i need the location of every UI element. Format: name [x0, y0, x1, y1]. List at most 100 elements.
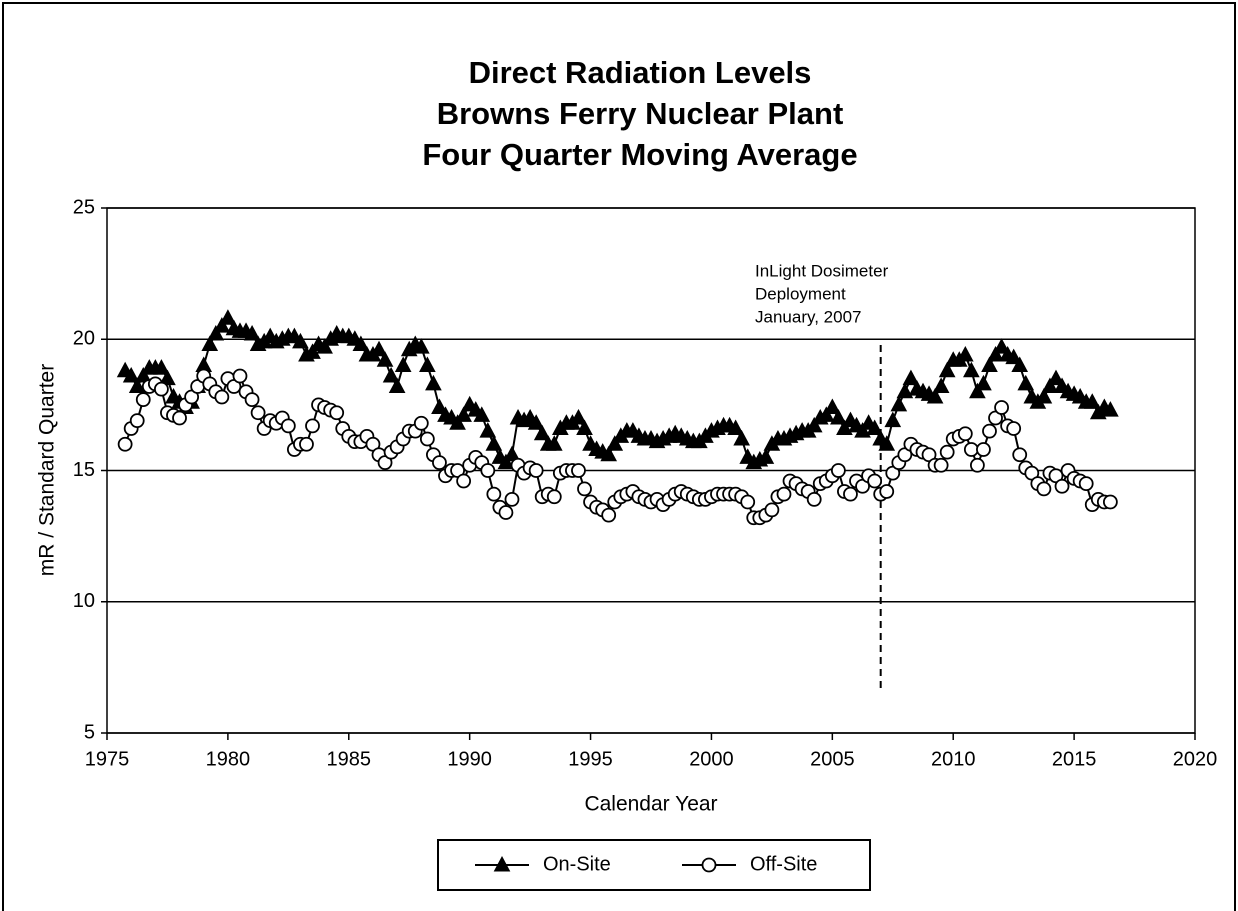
marker — [938, 361, 956, 378]
chart-title: Direct Radiation Levels — [469, 55, 812, 90]
y-tick-label: 20 — [73, 328, 95, 350]
marker — [932, 377, 950, 393]
marker — [122, 366, 140, 383]
marker — [993, 338, 1010, 354]
marker — [957, 426, 973, 442]
y-axis-title: mR / Standard Quarter — [36, 364, 59, 576]
marker — [527, 414, 545, 430]
marker — [970, 457, 985, 473]
marker — [1005, 348, 1023, 365]
marker — [975, 374, 992, 391]
x-tick-label: 1985 — [327, 748, 372, 770]
marker — [232, 368, 248, 384]
y-tick-label: 25 — [73, 196, 95, 218]
marker — [394, 356, 412, 372]
x-tick-label: 1990 — [447, 748, 492, 770]
marker — [244, 392, 260, 408]
marker — [280, 418, 296, 434]
marker — [956, 345, 974, 362]
marker — [981, 356, 998, 372]
marker — [498, 505, 514, 520]
marker — [1041, 377, 1059, 393]
marker — [1017, 374, 1035, 391]
marker — [497, 453, 515, 470]
marker — [455, 406, 472, 422]
marker — [305, 418, 320, 434]
marker — [432, 455, 447, 471]
marker — [976, 442, 991, 457]
marker — [878, 435, 896, 451]
marker — [571, 463, 586, 478]
legend-label: Off-Site — [750, 853, 817, 875]
marker — [963, 442, 979, 457]
marker — [316, 338, 333, 354]
marker — [376, 351, 394, 367]
marker — [577, 481, 592, 497]
x-tick-label: 2005 — [810, 748, 855, 770]
marker — [243, 324, 261, 341]
marker — [546, 489, 562, 505]
marker — [866, 419, 883, 435]
marker — [606, 435, 624, 451]
marker — [817, 406, 835, 422]
y-tick-label: 5 — [84, 721, 95, 743]
marker — [896, 382, 914, 399]
marker — [806, 491, 822, 507]
x-tick-label: 2010 — [931, 748, 976, 770]
marker — [570, 408, 587, 425]
marker — [413, 415, 429, 431]
chart-title: Browns Ferry Nuclear Plant — [437, 96, 844, 131]
marker — [425, 374, 442, 391]
marker — [576, 419, 593, 435]
marker — [250, 405, 266, 421]
x-tick-label: 1975 — [85, 748, 130, 770]
marker — [449, 414, 466, 430]
x-tick-label: 2020 — [1173, 748, 1218, 770]
marker — [219, 309, 237, 325]
marker — [1102, 401, 1119, 417]
legend-label: On-Site — [543, 853, 611, 875]
marker — [172, 410, 187, 426]
marker — [128, 377, 146, 393]
annotation-text: InLight Dosimeter — [755, 261, 889, 280]
x-tick-label: 2000 — [689, 748, 734, 770]
marker — [740, 494, 756, 510]
marker — [776, 486, 792, 502]
x-axis-title: Calendar Year — [584, 793, 717, 816]
marker — [805, 416, 823, 433]
marker — [479, 422, 497, 438]
marker — [485, 435, 503, 451]
marker — [382, 366, 400, 383]
marker — [764, 502, 780, 518]
legend-marker — [493, 855, 511, 872]
marker — [207, 324, 225, 341]
marker — [836, 419, 853, 435]
marker — [987, 345, 1004, 362]
y-tick-label: 15 — [73, 459, 95, 481]
marker — [830, 408, 847, 425]
marker — [733, 429, 751, 446]
annotation-text: Deployment — [755, 284, 846, 303]
marker — [388, 377, 406, 393]
marker — [933, 457, 949, 473]
annotation-text: January, 2007 — [755, 307, 861, 326]
marker — [412, 338, 430, 354]
marker — [830, 463, 846, 478]
marker — [600, 445, 618, 462]
marker — [473, 406, 491, 422]
marker — [879, 484, 895, 499]
marker — [994, 400, 1009, 415]
marker — [419, 356, 436, 372]
marker — [1054, 478, 1070, 494]
marker — [727, 419, 744, 435]
marker — [1083, 393, 1101, 409]
x-tick-label: 1995 — [568, 748, 613, 770]
legend — [437, 839, 871, 891]
marker — [1036, 481, 1052, 497]
marker — [329, 405, 345, 421]
marker — [1035, 387, 1053, 404]
legend-marker — [701, 857, 717, 873]
marker — [214, 389, 230, 405]
